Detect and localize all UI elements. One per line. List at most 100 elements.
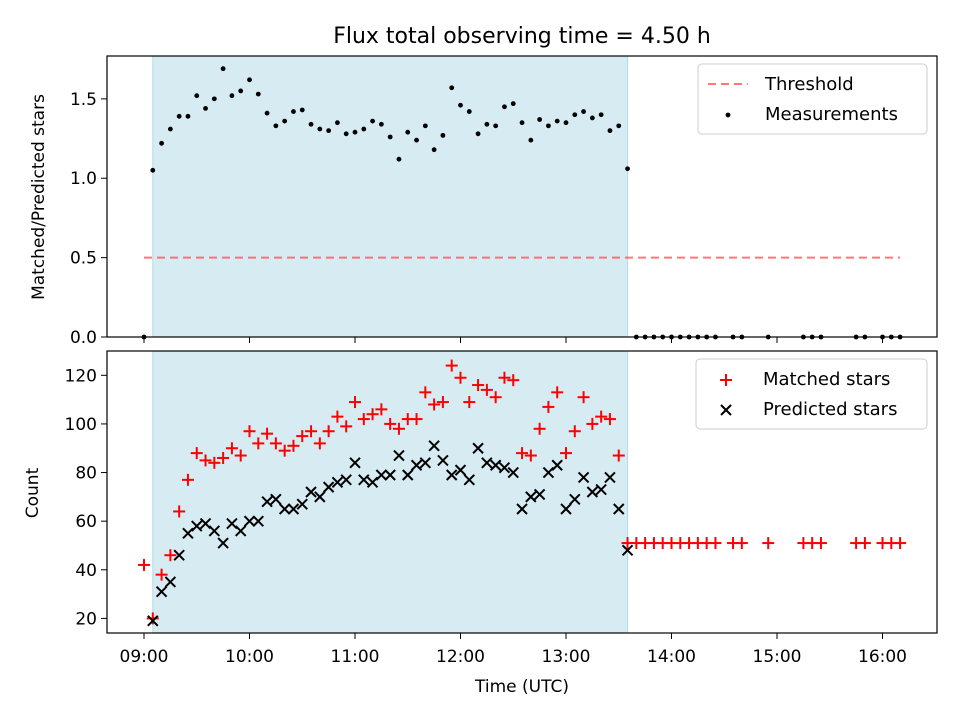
measurement-point <box>431 147 437 153</box>
measurement-point <box>554 118 560 124</box>
top-axes-frame <box>106 55 938 338</box>
predicted-star-point <box>577 471 590 484</box>
chart-title: Flux total observing time = 4.50 h <box>333 24 711 49</box>
predicted-star-point <box>349 457 361 469</box>
y-tick-label: 1.0 <box>70 169 97 189</box>
matched-star-point <box>392 422 405 435</box>
matched-star-point <box>322 425 335 438</box>
predicted-stars-points <box>147 440 634 627</box>
matched-star-point <box>762 537 775 550</box>
measurement-point <box>299 107 305 113</box>
predicted-star-point <box>393 449 405 462</box>
predicted-star-point <box>164 576 177 588</box>
bottom-legend: Matched stars Predicted stars <box>695 358 928 430</box>
measurement-point <box>370 118 375 124</box>
matched-star-point <box>410 413 423 426</box>
measurement-point <box>317 126 323 132</box>
measurement-point <box>238 88 244 94</box>
measurement-point <box>361 126 367 132</box>
matched-star-point <box>603 413 616 426</box>
matched-star-point <box>199 454 212 467</box>
measurement-point <box>150 167 156 173</box>
matched-star-point <box>146 612 159 625</box>
measurement-point <box>458 102 463 108</box>
predicted-star-point <box>481 457 493 469</box>
matched-star-point <box>419 386 432 399</box>
matched-star-point <box>243 425 256 438</box>
matched-star-point <box>463 396 476 409</box>
matched-star-point <box>560 447 572 460</box>
matched-star-point <box>173 505 186 518</box>
predicted-star-point <box>437 454 449 467</box>
top-legend: Threshold Measurements <box>697 63 928 135</box>
y-tick-label: 100 <box>65 415 97 435</box>
measurement-point <box>211 96 217 102</box>
matched-star-point <box>261 427 274 440</box>
measurement-point <box>519 120 525 126</box>
measurement-point <box>598 112 604 118</box>
y-tick-label: 120 <box>65 366 97 386</box>
matched-star-point <box>384 417 397 430</box>
predicted-star-point <box>199 517 212 530</box>
matched-star-point <box>542 400 555 413</box>
predicted-star-point <box>428 440 440 452</box>
matched-star-point <box>375 403 388 416</box>
measurement-point <box>167 126 173 132</box>
bottom-y-axis-label: Count <box>23 467 43 518</box>
predicted-star-point <box>287 503 300 515</box>
predicted-star-point <box>419 457 432 469</box>
measurements-legend-swatch <box>725 112 731 118</box>
matched-star-point <box>595 410 608 423</box>
matched-star-point <box>489 391 502 404</box>
y-tick-label: 1.5 <box>70 90 97 110</box>
matched-star-point <box>331 410 344 423</box>
measurement-point <box>273 123 279 129</box>
matched-star-point <box>278 444 291 457</box>
predicted-star-point <box>314 491 326 503</box>
threshold-legend-label: Threshold <box>764 74 854 95</box>
predicted-star-point <box>489 459 502 471</box>
measurement-point <box>493 123 499 129</box>
predicted-star-point <box>261 496 273 508</box>
top-panel: 0.0 0.5 1.0 1.5 Matched/Predicted stars Thr… <box>29 55 938 348</box>
measurement-point <box>589 115 595 121</box>
matched-star-point <box>181 473 194 486</box>
predicted-star-point <box>358 474 370 486</box>
predicted-star-point <box>463 474 475 486</box>
predicted-star-point <box>402 469 414 481</box>
measurement-point <box>185 113 191 119</box>
measurement-point <box>387 134 393 140</box>
predicted-star-point <box>226 517 238 530</box>
x-tick-label: 16:00 <box>858 647 907 667</box>
matched-star-point <box>472 379 485 392</box>
y-tick-label: 40 <box>75 561 97 581</box>
matched-star-point <box>313 437 326 450</box>
measurement-point <box>264 110 270 116</box>
measurement-point <box>335 120 340 126</box>
matched-star-point <box>225 442 238 455</box>
measurement-point <box>414 137 419 143</box>
y-tick-label: 0.5 <box>70 249 97 269</box>
predicted-legend-swatch <box>720 404 732 416</box>
predicted-star-point <box>446 469 458 481</box>
matched-star-point <box>533 422 546 435</box>
matched-legend-swatch <box>720 374 732 386</box>
matched-star-point <box>894 537 907 550</box>
matched-star-point <box>428 398 441 411</box>
predicted-star-point <box>384 469 396 481</box>
matched-star-point <box>217 451 230 464</box>
matched-star-point <box>480 383 493 396</box>
measurement-point <box>308 121 314 127</box>
predicted-star-point <box>586 486 599 498</box>
predicted-star-point <box>243 515 256 527</box>
predicted-star-point <box>366 476 379 488</box>
matched-star-point <box>551 386 564 399</box>
predicted-star-point <box>621 544 634 557</box>
predicted-star-point <box>191 520 203 532</box>
bottom-legend-box <box>695 358 928 430</box>
measurement-point <box>176 113 182 119</box>
measurement-point <box>572 112 578 118</box>
measurement-point <box>466 109 472 114</box>
bottom-shaded-region <box>152 350 629 634</box>
